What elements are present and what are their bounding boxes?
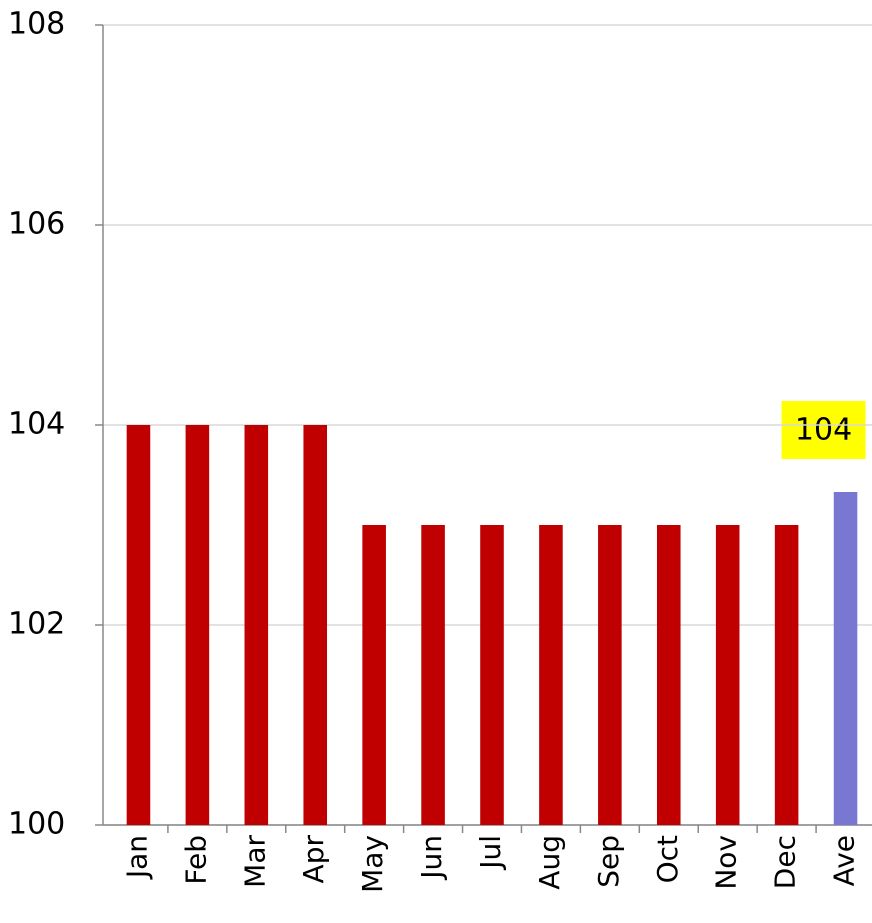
bar bbox=[715, 525, 740, 825]
bar bbox=[244, 425, 269, 825]
bar bbox=[833, 492, 858, 825]
bar bbox=[185, 425, 210, 825]
bar bbox=[362, 525, 386, 825]
annotation: 104 bbox=[795, 413, 852, 448]
y-tick-label: 100 bbox=[8, 807, 65, 842]
y-tick-label: 104 bbox=[8, 407, 65, 442]
annotation-box bbox=[781, 401, 866, 459]
y-tick-label: 106 bbox=[8, 207, 65, 242]
bar bbox=[539, 525, 563, 825]
x-tick-label: Jan bbox=[120, 835, 153, 880]
y-tick-label: 102 bbox=[8, 607, 65, 642]
x-tick-label: Apr bbox=[297, 835, 330, 884]
x-tick-label: Feb bbox=[179, 835, 212, 885]
bar bbox=[480, 525, 504, 825]
bar bbox=[774, 525, 799, 825]
x-tick-label: Aug bbox=[533, 835, 566, 890]
bar bbox=[126, 425, 151, 825]
x-tick-label: Sep bbox=[592, 835, 625, 888]
bar bbox=[598, 525, 622, 825]
x-tick-label: Ave bbox=[828, 835, 861, 886]
x-tick-label: Jul bbox=[474, 835, 507, 871]
x-tick-label: Jun bbox=[415, 835, 448, 881]
bar bbox=[656, 525, 681, 825]
x-tick-label: Nov bbox=[710, 835, 743, 890]
x-tick-label: Mar bbox=[238, 835, 271, 888]
bar bbox=[303, 425, 328, 825]
x-tick-label: Oct bbox=[651, 835, 684, 883]
x-tick-label: Dec bbox=[769, 835, 802, 889]
x-tick-label: May bbox=[356, 835, 389, 893]
y-tick-label: 108 bbox=[8, 7, 65, 42]
bar bbox=[421, 525, 445, 825]
